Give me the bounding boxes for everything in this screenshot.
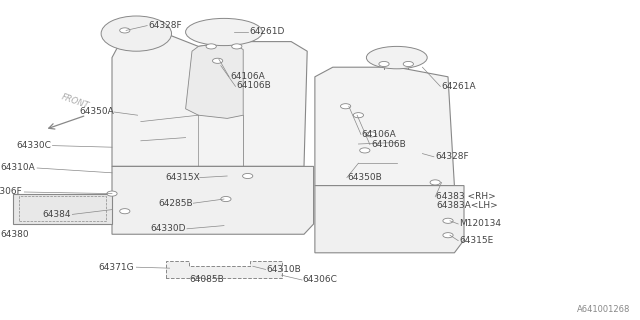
Text: 64350A: 64350A xyxy=(79,108,114,116)
Text: 64310B: 64310B xyxy=(266,265,301,274)
Text: 64261A: 64261A xyxy=(442,82,476,91)
Text: 64285B: 64285B xyxy=(159,199,193,208)
Text: 64315E: 64315E xyxy=(460,236,494,245)
Circle shape xyxy=(232,44,242,49)
Text: 64380: 64380 xyxy=(0,230,29,239)
Circle shape xyxy=(120,28,130,33)
Text: 64306F: 64306F xyxy=(0,188,22,196)
Text: 64085B: 64085B xyxy=(189,276,224,284)
Text: A641001268: A641001268 xyxy=(577,305,630,314)
Circle shape xyxy=(443,218,453,223)
Circle shape xyxy=(403,61,413,67)
Text: 64384: 64384 xyxy=(42,210,70,219)
Text: 64371G: 64371G xyxy=(99,263,134,272)
Text: 64310A: 64310A xyxy=(1,164,35,172)
Circle shape xyxy=(353,113,364,118)
Text: 64328F: 64328F xyxy=(148,21,182,30)
Ellipse shape xyxy=(186,18,262,46)
Circle shape xyxy=(120,209,130,214)
Text: 64315X: 64315X xyxy=(165,173,200,182)
Circle shape xyxy=(107,191,117,196)
Text: FRONT: FRONT xyxy=(60,92,91,110)
Circle shape xyxy=(212,58,223,63)
Text: 64106B: 64106B xyxy=(371,140,406,149)
Text: 64330D: 64330D xyxy=(150,224,186,233)
Text: 64106A: 64106A xyxy=(230,72,265,81)
Polygon shape xyxy=(112,29,307,166)
Polygon shape xyxy=(315,186,464,253)
Polygon shape xyxy=(315,67,454,186)
Text: 64261D: 64261D xyxy=(250,28,285,36)
Text: M120134: M120134 xyxy=(460,220,502,228)
Polygon shape xyxy=(166,261,282,278)
Text: 64328F: 64328F xyxy=(435,152,469,161)
Polygon shape xyxy=(112,166,314,234)
Circle shape xyxy=(443,233,453,238)
Circle shape xyxy=(360,148,370,153)
Text: 64350B: 64350B xyxy=(347,173,381,182)
Text: 64383 <RH>: 64383 <RH> xyxy=(436,192,496,201)
Text: 64330C: 64330C xyxy=(17,141,51,150)
Ellipse shape xyxy=(367,46,428,69)
Polygon shape xyxy=(186,42,243,118)
Text: 64383A<LH>: 64383A<LH> xyxy=(436,201,498,210)
Polygon shape xyxy=(13,194,112,224)
Circle shape xyxy=(430,180,440,185)
Text: 64106B: 64106B xyxy=(237,81,271,90)
Circle shape xyxy=(101,16,172,51)
Circle shape xyxy=(366,132,376,137)
Circle shape xyxy=(379,61,389,67)
Circle shape xyxy=(206,44,216,49)
Circle shape xyxy=(340,104,351,109)
Circle shape xyxy=(221,196,231,202)
Text: 64306C: 64306C xyxy=(302,276,337,284)
Circle shape xyxy=(243,173,253,179)
Text: 64106A: 64106A xyxy=(362,130,396,139)
